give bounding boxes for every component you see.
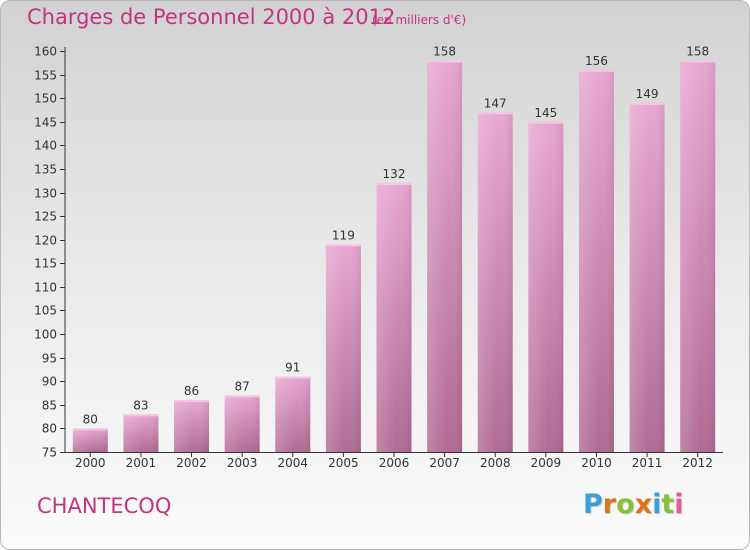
bar-top-highlight [376, 183, 412, 186]
chart-subtitle: (en milliers d'€) [372, 13, 467, 27]
y-tick-label: 135 [34, 163, 57, 177]
bar-shade [629, 102, 665, 453]
bar-top-highlight [174, 400, 210, 403]
data-label: 147 [484, 96, 507, 110]
bar-top-highlight [123, 414, 159, 417]
x-tick-label: 2008 [480, 456, 511, 470]
y-tick-label: 75 [42, 446, 57, 460]
y-tick-label: 105 [34, 304, 57, 318]
x-tick-label: 2012 [682, 456, 713, 470]
data-label: 91 [285, 361, 300, 375]
logo-letter: i [652, 489, 662, 520]
bar-top-highlight [680, 60, 716, 63]
logo-letter: o [616, 489, 635, 520]
x-tick-label: 2007 [429, 456, 460, 470]
y-tick-label: 110 [34, 281, 57, 295]
bar-shade [72, 428, 108, 452]
data-label: 158 [686, 44, 709, 58]
y-tick-label: 155 [34, 69, 57, 83]
bar-top-highlight [477, 112, 513, 115]
commune-name: CHANTECOQ [37, 494, 172, 518]
bar-shade [427, 60, 463, 452]
bar-shade [174, 400, 210, 452]
y-tick-label: 130 [34, 187, 57, 201]
bar-top-highlight [629, 102, 665, 105]
bar-shade [224, 395, 260, 452]
x-tick-label: 2006 [379, 456, 410, 470]
bar-top-highlight [72, 428, 108, 431]
data-label: 149 [636, 87, 659, 101]
data-label: 87 [235, 379, 250, 393]
y-tick-label: 85 [42, 399, 57, 413]
logo-letter: i [674, 489, 684, 520]
bar-shade [528, 121, 564, 452]
y-tick-label: 90 [42, 375, 57, 389]
bar-shade [275, 376, 311, 452]
chart-title: Charges de Personnel 2000 à 2012 [27, 5, 396, 29]
bar-shade [123, 414, 159, 452]
logo-letter: x [634, 489, 653, 520]
y-tick-label: 95 [42, 352, 57, 366]
y-tick-label: 80 [42, 422, 57, 436]
x-tick-label: 2009 [531, 456, 562, 470]
logo-letter: t [661, 489, 675, 520]
y-tick-label: 125 [34, 210, 57, 224]
y-tick-label: 120 [34, 234, 57, 248]
y-tick-label: 100 [34, 328, 57, 342]
data-label: 83 [133, 398, 148, 412]
x-tick-label: 2010 [581, 456, 612, 470]
logo-letter: r [602, 489, 617, 520]
data-label: 119 [332, 228, 355, 242]
x-tick-label: 2003 [227, 456, 258, 470]
bar-top-highlight [224, 395, 260, 398]
x-tick-label: 2011 [632, 456, 663, 470]
data-label: 80 [83, 412, 98, 426]
bar-shade [680, 60, 716, 452]
y-tick-label: 150 [34, 92, 57, 106]
x-tick-label: 2001 [126, 456, 157, 470]
bar-top-highlight [528, 121, 564, 124]
bar-top-highlight [325, 244, 361, 247]
y-tick-label: 140 [34, 139, 57, 153]
x-tick-label: 2005 [328, 456, 359, 470]
data-label: 145 [534, 106, 557, 120]
y-tick-label: 145 [34, 116, 57, 130]
x-tick-label: 2004 [277, 456, 308, 470]
bar-shade [578, 69, 614, 452]
bar-shade [325, 244, 361, 452]
bar-top-highlight [578, 69, 614, 72]
bar-top-highlight [275, 376, 311, 379]
x-tick-label: 2000 [75, 456, 106, 470]
bar-shade [477, 112, 513, 453]
data-label: 156 [585, 54, 608, 68]
data-label: 86 [184, 384, 199, 398]
x-tick-label: 2002 [176, 456, 207, 470]
bar-top-highlight [427, 60, 463, 63]
data-label: 132 [383, 167, 406, 181]
logo-letter: P [583, 489, 603, 520]
y-tick-label: 160 [34, 45, 57, 59]
y-tick-label: 115 [34, 257, 57, 271]
bar-shade [376, 183, 412, 452]
data-label: 158 [433, 44, 456, 58]
proxiti-logo[interactable]: Proxiti [583, 489, 684, 520]
